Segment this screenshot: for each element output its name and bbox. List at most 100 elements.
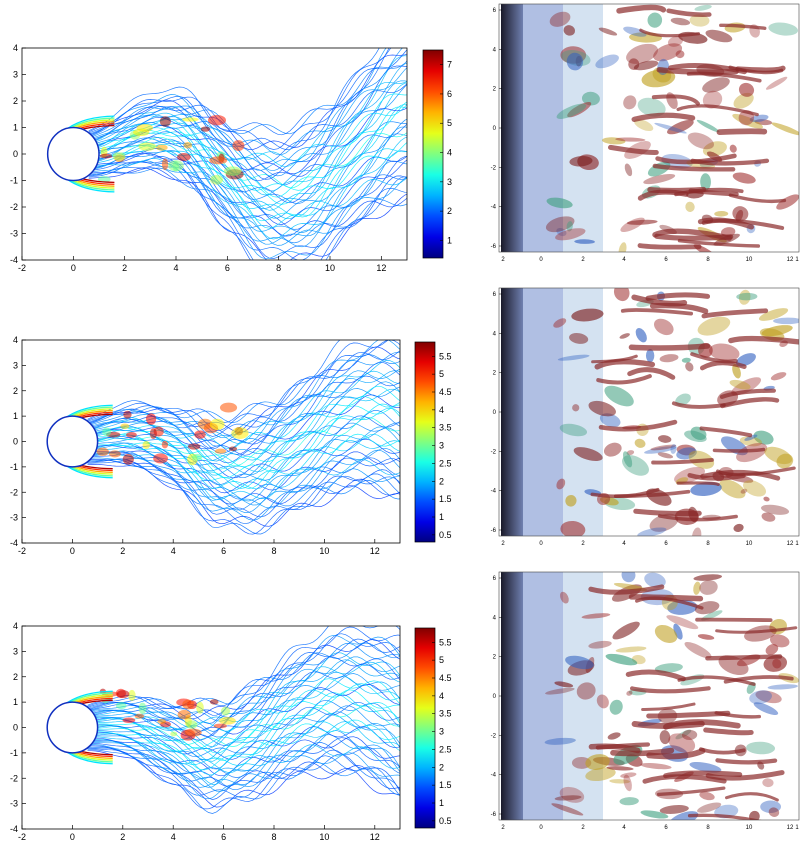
y-tick-label: -4 — [491, 489, 497, 495]
y-tick-label: 6 — [493, 8, 497, 14]
y-tick-label: 2 — [13, 672, 18, 682]
x-tick-label: 1 — [795, 825, 799, 831]
contour-panel-2: -2 0 2 4 6 8 10 1243210-1-2-3-45.554.543.532.52… — [10, 335, 452, 556]
y-tick-label: 1 — [13, 123, 18, 133]
x-tick-label: 4 — [171, 832, 176, 842]
x-tick-label: 2 — [120, 546, 125, 556]
x-tick-label: 2 — [501, 541, 505, 547]
colorbar-tick-label: 3 — [447, 177, 452, 187]
x-tick-label: 8 — [271, 832, 276, 842]
isosurface-panel-1: 2 0 2 4 6 8 10 12 1 6 4 2 0 -2 -4 -6 — [491, 3, 799, 263]
x-tick-label: 10 — [746, 541, 753, 547]
x-tick-label: 0 — [70, 546, 75, 556]
colorbar-tick-label: 2.5 — [439, 744, 452, 754]
colorbar-tick-label: 4 — [439, 691, 444, 701]
x-tick-label: 0 — [70, 832, 75, 842]
y-tick-label: 2 — [493, 371, 497, 377]
x-tick-label: 6 — [221, 832, 226, 842]
y-tick-label: -1 — [10, 462, 18, 472]
y-tick-label: 1 — [13, 697, 18, 707]
y-tick-label: 6 — [493, 576, 497, 582]
y-tick-label: -2 — [10, 773, 18, 783]
y-tick-label: 2 — [493, 87, 497, 93]
y-tick-label: 4 — [493, 331, 497, 337]
colorbar-tick-label: 2 — [439, 476, 444, 486]
colorbar-tick-label: 0.5 — [439, 816, 452, 826]
x-tick-label: 0 — [539, 257, 543, 263]
y-tick-label: 4 — [13, 43, 18, 53]
colorbar-tick-label: 6 — [447, 89, 452, 99]
y-tick-label: -1 — [10, 176, 18, 186]
x-tick-label: 12 — [787, 257, 794, 263]
x-tick-label: 6 — [664, 825, 668, 831]
y-tick-label: 4 — [493, 47, 497, 53]
colorbar-tick-label: 3 — [439, 727, 444, 737]
x-tick-label: 6 — [221, 546, 226, 556]
colorbar-tick-label: 1.5 — [439, 780, 452, 790]
x-tick-label: 12 — [370, 546, 380, 556]
y-tick-label: 3 — [13, 360, 18, 370]
colorbar-tick-label: 3.5 — [439, 709, 452, 719]
colorbar-tick-label: 5 — [439, 655, 444, 665]
vortex-structures — [499, 288, 799, 536]
colorbar-tick-label: 1 — [439, 512, 444, 522]
x-tick-label: 12 — [787, 541, 794, 547]
x-tick-label: 8 — [271, 546, 276, 556]
x-tick-label: 2 — [581, 825, 585, 831]
y-tick-label: 2 — [493, 655, 497, 661]
x-tick-label: 2 — [122, 263, 127, 273]
colorbar-tick-label: 1 — [439, 798, 444, 808]
y-tick-label: -4 — [491, 773, 497, 779]
colorbar-tick-label: 4 — [447, 148, 452, 158]
contour-field — [46, 626, 400, 814]
y-tick-label: 0 — [493, 410, 497, 416]
colorbar-tick-label: 7 — [447, 60, 452, 70]
y-tick-label: 4 — [13, 335, 18, 345]
y-tick-label: -6 — [491, 244, 497, 250]
x-tick-label: 10 — [319, 546, 329, 556]
x-tick-label: 1 — [795, 257, 799, 263]
y-tick-label: -1 — [10, 748, 18, 758]
y-tick-label: -2 — [10, 202, 18, 212]
vortex-structures — [499, 572, 799, 820]
y-tick-label: 0 — [493, 694, 497, 700]
x-tick-label: 10 — [746, 825, 753, 831]
x-tick-label: 4 — [173, 263, 178, 273]
x-tick-label: 8 — [706, 541, 710, 547]
isosurface-panel-2: 2 0 2 4 6 8 10 12 1 6 4 2 0 -2 -4 -6 — [491, 287, 799, 547]
colorbar-tick-label: 5.5 — [439, 351, 452, 361]
x-tick-label: 6 — [225, 263, 230, 273]
x-tick-label: 1 — [795, 541, 799, 547]
x-tick-label: 12 — [370, 832, 380, 842]
x-tick-label: 6 — [664, 257, 668, 263]
y-tick-label: -3 — [10, 513, 18, 523]
x-tick-label: 0 — [539, 825, 543, 831]
contour-field — [46, 340, 400, 535]
y-tick-label: -2 — [491, 165, 497, 171]
y-tick-label: 4 — [13, 621, 18, 631]
x-tick-label: 0 — [539, 541, 543, 547]
colorbar-tick-label: 3 — [439, 441, 444, 451]
y-tick-label: -6 — [491, 812, 497, 818]
y-tick-label: -2 — [491, 449, 497, 455]
y-tick-label: -4 — [10, 538, 18, 548]
y-tick-label: 0 — [13, 437, 18, 447]
colorbar-tick-label: 1.5 — [439, 494, 452, 504]
x-tick-label: 2 — [501, 257, 505, 263]
colorbar-tick-label: 4 — [439, 405, 444, 415]
x-tick-label: 4 — [622, 825, 626, 831]
colorbar — [422, 49, 444, 259]
y-tick-label: -6 — [491, 528, 497, 534]
colorbar — [414, 627, 436, 829]
y-tick-label: 3 — [13, 70, 18, 80]
colorbar-tick-label: 2 — [447, 206, 452, 216]
x-tick-label: 10 — [325, 263, 335, 273]
colorbar-tick-label: 0.5 — [439, 530, 452, 540]
y-tick-label: -4 — [491, 205, 497, 211]
y-tick-label: -3 — [10, 229, 18, 239]
x-tick-label: 8 — [706, 825, 710, 831]
colorbar-tick-label: 5 — [439, 369, 444, 379]
y-tick-label: -2 — [10, 487, 18, 497]
x-tick-label: 8 — [276, 263, 281, 273]
